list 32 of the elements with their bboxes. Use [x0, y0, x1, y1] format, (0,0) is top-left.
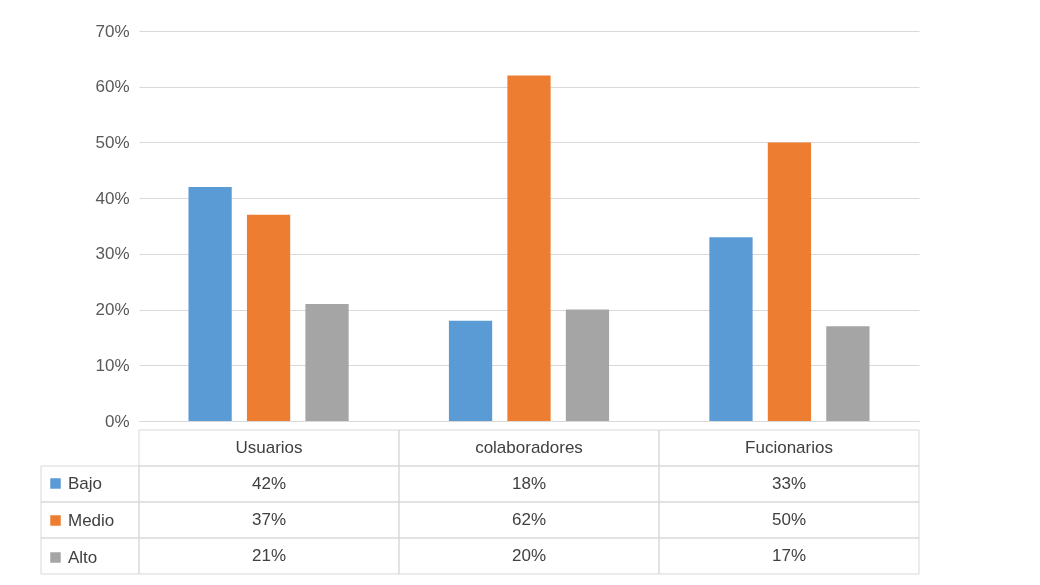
bar [767, 142, 812, 421]
bar [507, 75, 551, 421]
legend-label: Medio [68, 510, 115, 530]
y-tick-label: 40% [95, 188, 130, 208]
y-tick-label: 10% [95, 355, 130, 375]
y-tick-label: 30% [95, 244, 130, 264]
data-label: 37% [251, 510, 287, 529]
x-tick-label: colaboradores [475, 438, 583, 457]
x-tick-label: Fucionarios [745, 438, 833, 457]
data-label: 17% [771, 546, 807, 565]
legend-label: Bajo [68, 473, 103, 493]
x-tick-label: Usuarios [235, 438, 303, 457]
data-label: 20% [511, 546, 547, 565]
bar [305, 304, 349, 421]
data-label: 21% [251, 546, 287, 565]
data-label: 50% [771, 510, 807, 529]
bar [565, 309, 610, 421]
bar [826, 326, 870, 421]
data-label: 33% [771, 474, 807, 493]
bar [709, 237, 753, 421]
bar [188, 187, 232, 421]
bar [246, 214, 291, 421]
y-tick-label: 70% [95, 21, 130, 41]
y-tick-label: 60% [95, 77, 130, 97]
y-tick-label: 20% [95, 300, 130, 320]
data-label: 18% [511, 474, 547, 493]
legend-label: Alto [68, 547, 98, 567]
y-tick-label: 50% [95, 132, 130, 152]
data-label: 42% [251, 474, 287, 493]
y-tick-label: 0% [104, 411, 130, 431]
bar [448, 320, 493, 421]
data-label: 62% [511, 510, 547, 529]
